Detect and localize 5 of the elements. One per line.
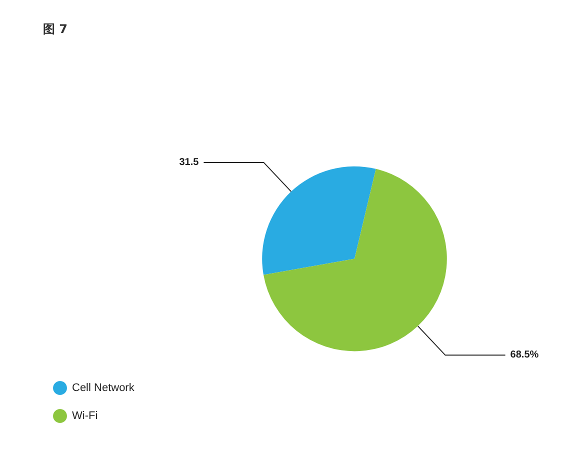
data-label: 31.5 xyxy=(179,156,200,168)
legend-label: Cell Network xyxy=(72,382,135,394)
chart-title: 图 7 xyxy=(43,22,68,36)
data-label: 68.5% xyxy=(510,350,539,361)
legend-label: Wi-Fi xyxy=(72,410,98,422)
